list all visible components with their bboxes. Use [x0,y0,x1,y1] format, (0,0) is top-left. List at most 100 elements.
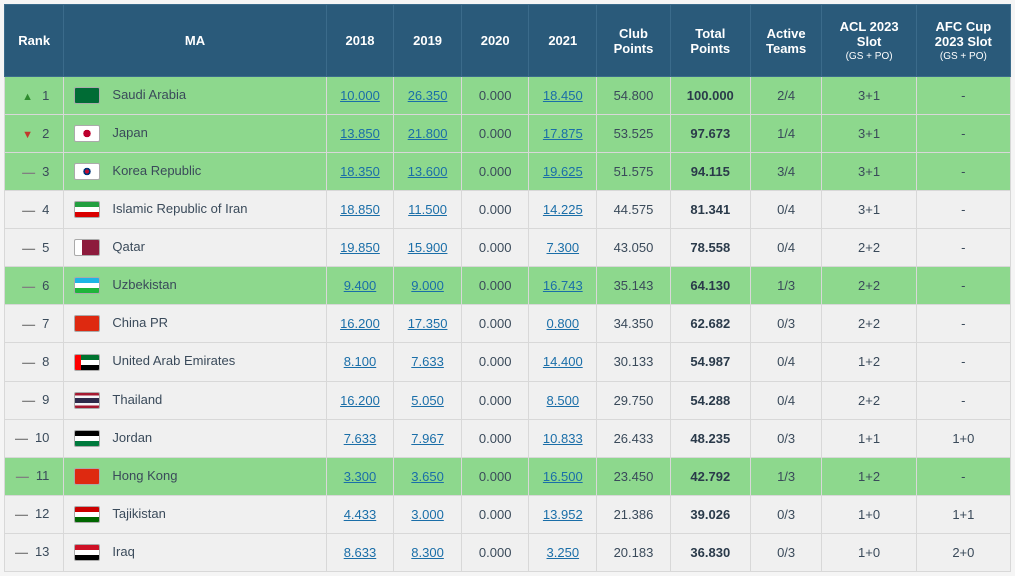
year-2019-cell[interactable]: 15.900 [394,229,462,267]
active-teams-cell: 1/3 [750,457,822,495]
year-2020-cell: 0.000 [461,457,529,495]
rank-cell: —13 [5,533,64,571]
ranking-table: Rank MA 2018 2019 2020 2021 Club Points … [4,4,1011,572]
year-2018-cell[interactable]: 8.100 [326,343,394,381]
ma-cell: Hong Kong [64,457,326,495]
trend-icon: — [15,507,25,522]
col-club: Club Points [597,5,671,77]
total-points-cell: 54.288 [670,381,750,419]
trend-icon: — [22,165,32,180]
col-active: Active Teams [750,5,822,77]
year-2020-cell: 0.000 [461,267,529,305]
total-points-cell: 78.558 [670,229,750,267]
year-2021-cell[interactable]: 16.743 [529,267,597,305]
table-row: —5Qatar19.85015.9000.0007.30043.05078.55… [5,229,1011,267]
flag-icon [74,201,100,218]
year-2021-cell[interactable]: 17.875 [529,115,597,153]
year-2020-cell: 0.000 [461,153,529,191]
year-2018-cell[interactable]: 19.850 [326,229,394,267]
ma-cell: China PR [64,305,326,343]
year-2021-cell[interactable]: 19.625 [529,153,597,191]
year-2021-cell[interactable]: 18.450 [529,77,597,115]
year-2019-cell[interactable]: 5.050 [394,381,462,419]
year-2020-cell: 0.000 [461,115,529,153]
ma-cell: Saudi Arabia [64,77,326,115]
year-2021-cell[interactable]: 3.250 [529,533,597,571]
year-2018-cell[interactable]: 3.300 [326,457,394,495]
ma-cell: Uzbekistan [64,267,326,305]
active-teams-cell: 0/3 [750,305,822,343]
year-2019-cell[interactable]: 8.300 [394,533,462,571]
year-2018-cell[interactable]: 9.400 [326,267,394,305]
year-2019-cell[interactable]: 17.350 [394,305,462,343]
year-2021-cell[interactable]: 10.833 [529,419,597,457]
year-2018-cell[interactable]: 10.000 [326,77,394,115]
acl-slot-cell: 1+1 [822,419,916,457]
year-2018-cell[interactable]: 4.433 [326,495,394,533]
trend-icon: ▲ [22,91,32,103]
year-2019-cell[interactable]: 9.000 [394,267,462,305]
afc-slot-cell: - [916,343,1010,381]
table-row: —3Korea Republic18.35013.6000.00019.6255… [5,153,1011,191]
year-2021-cell[interactable]: 7.300 [529,229,597,267]
year-2018-cell[interactable]: 16.200 [326,381,394,419]
ma-name: Jordan [112,430,152,445]
total-points-cell: 94.115 [670,153,750,191]
year-2021-cell[interactable]: 14.400 [529,343,597,381]
year-2021-cell[interactable]: 14.225 [529,191,597,229]
afc-slot-cell: - [916,381,1010,419]
year-2018-cell[interactable]: 18.350 [326,153,394,191]
ma-name: Japan [112,125,147,140]
col-2019: 2019 [394,5,462,77]
rank-number: 11 [36,468,50,483]
ma-name: Hong Kong [112,468,177,483]
year-2019-cell[interactable]: 3.650 [394,457,462,495]
year-2019-cell[interactable]: 7.633 [394,343,462,381]
year-2019-cell[interactable]: 11.500 [394,191,462,229]
rank-cell: —12 [5,495,64,533]
col-2020: 2020 [461,5,529,77]
club-points-cell: 53.525 [597,115,671,153]
club-points-cell: 34.350 [597,305,671,343]
year-2021-cell[interactable]: 13.952 [529,495,597,533]
year-2019-cell[interactable]: 26.350 [394,77,462,115]
trend-icon: — [22,203,32,218]
year-2019-cell[interactable]: 3.000 [394,495,462,533]
club-points-cell: 44.575 [597,191,671,229]
year-2019-cell[interactable]: 21.800 [394,115,462,153]
table-body: ▲1Saudi Arabia10.00026.3500.00018.45054.… [5,77,1011,572]
active-teams-cell: 0/3 [750,495,822,533]
ma-cell: Thailand [64,381,326,419]
club-points-cell: 21.386 [597,495,671,533]
year-2020-cell: 0.000 [461,77,529,115]
rank-cell: —4 [5,191,64,229]
year-2019-cell[interactable]: 7.967 [394,419,462,457]
trend-icon: — [22,393,32,408]
acl-slot-cell: 2+2 [822,229,916,267]
ma-name: China PR [112,315,168,330]
rank-cell: —11 [5,457,64,495]
afc-slot-cell: - [916,457,1010,495]
year-2018-cell[interactable]: 18.850 [326,191,394,229]
year-2021-cell[interactable]: 16.500 [529,457,597,495]
table-row: —13Iraq8.6338.3000.0003.25020.18336.8300… [5,533,1011,571]
year-2021-cell[interactable]: 8.500 [529,381,597,419]
year-2018-cell[interactable]: 13.850 [326,115,394,153]
rank-cell: —6 [5,267,64,305]
table-row: —4Islamic Republic of Iran18.85011.5000.… [5,191,1011,229]
col-2018: 2018 [326,5,394,77]
afc-slot-cell: - [916,77,1010,115]
year-2019-cell[interactable]: 13.600 [394,153,462,191]
rank-number: 7 [42,316,49,331]
year-2018-cell[interactable]: 7.633 [326,419,394,457]
flag-icon [74,392,100,409]
year-2021-cell[interactable]: 0.800 [529,305,597,343]
table-row: —8United Arab Emirates8.1007.6330.00014.… [5,343,1011,381]
ma-cell: Islamic Republic of Iran [64,191,326,229]
year-2018-cell[interactable]: 8.633 [326,533,394,571]
ma-cell: Japan [64,115,326,153]
year-2018-cell[interactable]: 16.200 [326,305,394,343]
active-teams-cell: 0/4 [750,229,822,267]
total-points-cell: 100.000 [670,77,750,115]
col-2021: 2021 [529,5,597,77]
